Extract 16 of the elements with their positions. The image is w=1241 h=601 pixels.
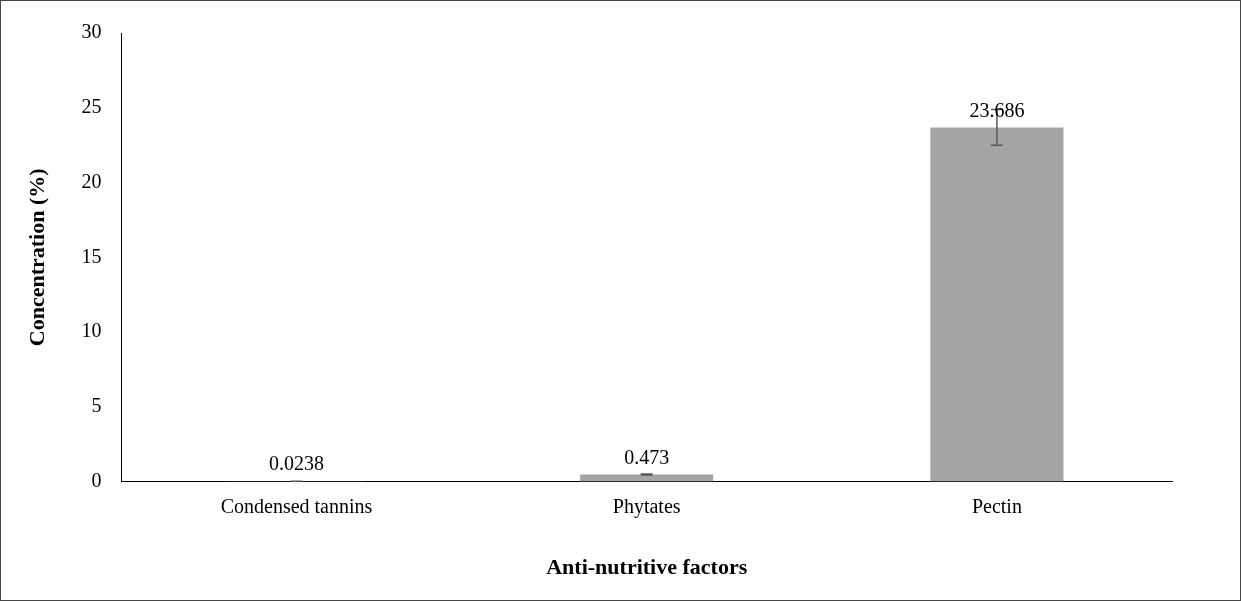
bar xyxy=(930,127,1064,482)
y-axis-title: Concentration (%) xyxy=(23,168,49,347)
y-tick-label: 5 xyxy=(91,394,102,417)
y-tick-label: 25 xyxy=(81,95,102,118)
x-tick-label: Condensed tannins xyxy=(220,494,373,517)
y-tick-label: 30 xyxy=(81,20,102,43)
y-tick-label: 20 xyxy=(81,169,102,192)
x-tick-label: Phytates xyxy=(612,494,681,518)
data-label: 23.686 xyxy=(969,98,1025,121)
x-tick-label: Pectin xyxy=(971,494,1022,517)
x-axis-title: Anti-nutritive factors xyxy=(546,554,748,580)
y-tick-label: 10 xyxy=(81,319,102,342)
y-tick-label: 15 xyxy=(81,244,102,267)
y-tick-label: 0 xyxy=(91,468,102,491)
data-label: 0.0238 xyxy=(269,452,324,475)
data-label: 0.473 xyxy=(624,445,670,468)
